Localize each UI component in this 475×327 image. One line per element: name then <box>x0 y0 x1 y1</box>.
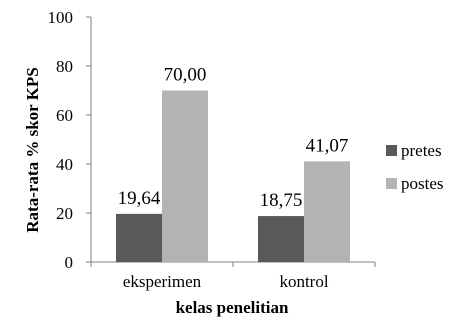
legend-swatch-pretes <box>386 145 397 156</box>
y-tick-label: 40 <box>56 155 73 174</box>
plot-area: 0 20 40 60 80 100 19,64 70,00 eksperimen 18,75 41,… <box>48 8 444 291</box>
bar-postes-kontrol <box>304 161 350 262</box>
legend-label-pretes: pretes <box>401 141 442 160</box>
x-axis-title: kelas penelitian <box>176 298 289 317</box>
legend-swatch-postes <box>386 178 397 189</box>
legend-label-postes: postes <box>401 174 444 193</box>
bar-pretes-eksperimen <box>116 213 162 262</box>
y-tick-label: 0 <box>65 253 74 272</box>
bar-pretes-kontrol <box>258 216 304 262</box>
x-tick-label: kontrol <box>279 272 328 291</box>
bar-postes-eksperimen <box>162 90 208 262</box>
y-axis-title: Rata-rata % skor KPS <box>23 67 42 232</box>
x-tick-label: eksperimen <box>123 272 202 291</box>
data-label: 70,00 <box>164 65 207 86</box>
y-tick-label: 80 <box>56 57 73 76</box>
y-tick-label: 100 <box>48 8 74 27</box>
y-tick-label: 60 <box>56 106 73 125</box>
data-label: 41,07 <box>306 135 349 156</box>
data-label: 18,75 <box>260 190 303 211</box>
y-tick-label: 20 <box>56 204 73 223</box>
data-label: 19,64 <box>118 188 161 209</box>
